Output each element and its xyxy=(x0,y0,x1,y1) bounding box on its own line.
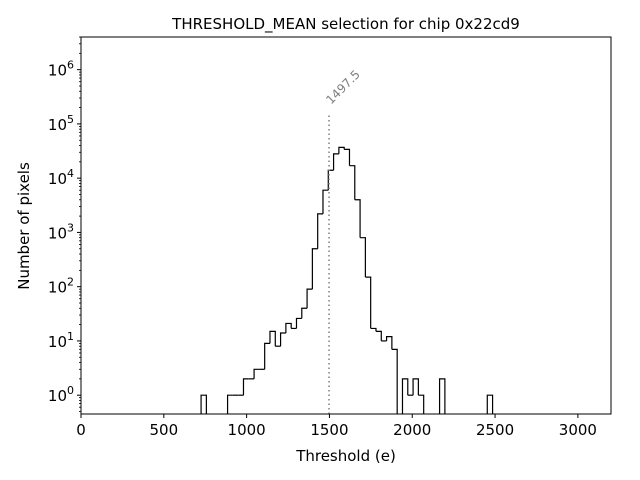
histogram-bin xyxy=(264,342,270,370)
y-tick-label: 103 xyxy=(48,221,74,242)
histogram-bin xyxy=(401,378,409,414)
histogram-bin xyxy=(375,330,382,341)
histogram-bin xyxy=(279,332,286,347)
y-tick-label: 102 xyxy=(48,276,74,297)
histogram-bin xyxy=(317,213,323,249)
x-tick-label: 1000 xyxy=(228,421,266,439)
y-axis-label: Number of pixels xyxy=(15,162,33,290)
histogram-bin xyxy=(332,153,339,171)
histogram-bin xyxy=(438,378,446,414)
x-tick-label: 2500 xyxy=(476,421,514,439)
x-tick-label: 1500 xyxy=(310,421,348,439)
y-tick-label: 106 xyxy=(48,59,74,80)
y-tick-label: 100 xyxy=(48,384,74,405)
histogram-bin xyxy=(391,348,398,414)
histogram-bin xyxy=(418,394,425,414)
histogram-bin xyxy=(322,189,329,214)
y-tick-label: 104 xyxy=(48,167,74,188)
histogram-bin xyxy=(360,237,366,278)
histogram-bin xyxy=(486,394,494,414)
histogram-bin xyxy=(301,307,308,319)
x-tick-label: 3000 xyxy=(559,421,597,439)
chart-title: THRESHOLD_MEAN selection for chip 0x22cd… xyxy=(171,15,520,34)
histogram-bin xyxy=(349,165,356,200)
y-tick-label: 101 xyxy=(48,330,74,351)
histogram-bin xyxy=(269,330,276,347)
histogram-bin xyxy=(412,378,419,396)
axes-frame xyxy=(80,36,612,415)
histogram-bin xyxy=(253,368,260,379)
histogram-bin xyxy=(365,276,372,329)
x-axis-label: Threshold (e) xyxy=(295,447,396,465)
histogram-bin xyxy=(327,169,334,191)
x-tick-label: 2000 xyxy=(393,421,431,439)
histogram-bin xyxy=(200,394,207,414)
x-tick-label: 500 xyxy=(149,421,178,439)
x-tick-label: 0 xyxy=(76,421,86,439)
y-tick-label: 105 xyxy=(48,113,74,134)
histogram-bin xyxy=(306,288,313,309)
threshold-marker-label: 1497.5 xyxy=(323,67,363,107)
histogram-bin xyxy=(338,146,345,154)
histogram-bin xyxy=(242,378,249,396)
histogram-bin xyxy=(311,248,318,290)
histogram-bin xyxy=(385,336,393,350)
histogram-bin xyxy=(285,322,292,333)
histogram-bin xyxy=(226,394,233,414)
histogram-bin xyxy=(295,317,302,329)
histogram-bin xyxy=(370,327,377,332)
histogram-bin xyxy=(354,199,361,238)
histogram-bin xyxy=(344,148,351,166)
